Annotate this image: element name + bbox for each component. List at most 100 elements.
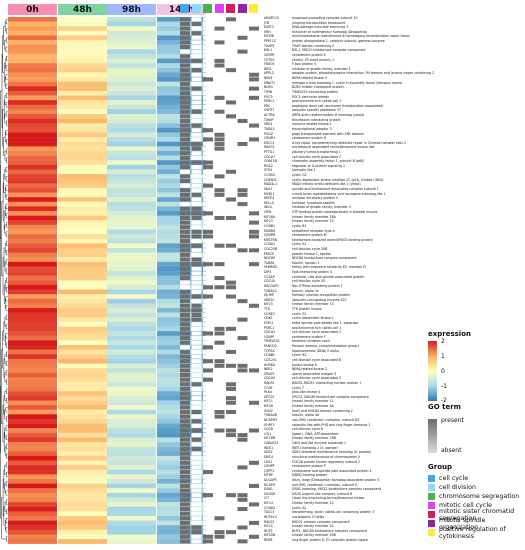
go-presence-cell bbox=[249, 169, 259, 174]
go-presence-cell bbox=[180, 349, 190, 354]
go-presence-cell bbox=[249, 155, 259, 160]
gene-row-label: KIF18B kinesin family member 18B bbox=[264, 437, 336, 441]
gene-row-label: ESPL1 extra spindle pole bodies like 1, s… bbox=[264, 320, 359, 326]
gene-description: extra spindle pole bodies like 1, separa… bbox=[292, 320, 359, 325]
go-presence-cell bbox=[214, 479, 225, 484]
go-presence-cell bbox=[249, 266, 259, 271]
gene-description: stomatin-like 1 bbox=[292, 168, 316, 173]
heatmap-cell bbox=[107, 451, 156, 457]
heatmap-cell bbox=[8, 326, 57, 332]
heatmap-cell bbox=[58, 17, 107, 22]
go-presence-cell bbox=[203, 68, 213, 73]
legend: expression 2 1 0 -1 -2 GO term present a… bbox=[428, 330, 523, 540]
gene-description: peptidase renal cell carcinoma (transloc… bbox=[292, 103, 384, 108]
go-presence-cell bbox=[249, 183, 259, 188]
go-presence-cell bbox=[237, 331, 248, 336]
go-term-legend: GO term present absent bbox=[428, 403, 523, 459]
heatmap-cell bbox=[58, 53, 107, 59]
heatmap-cell bbox=[58, 114, 107, 119]
go-presence-cell bbox=[191, 211, 202, 216]
gene-symbol: TADA3 bbox=[264, 126, 275, 131]
go-presence-cell bbox=[249, 248, 259, 253]
gene-symbol: NSL1 bbox=[264, 48, 273, 53]
go-presence-cell bbox=[180, 58, 190, 63]
heatmap-cell bbox=[107, 354, 156, 360]
go-presence-cell bbox=[249, 396, 259, 401]
go-presence-cell bbox=[214, 377, 225, 382]
gene-symbol: UBE2C bbox=[264, 297, 275, 302]
gene-symbol: SPC25 bbox=[264, 394, 275, 399]
gene-row-label: SKA1 spindle and kinetochore associated c… bbox=[264, 187, 379, 192]
gene-row-label: CHAF1B chromatin assembly factor 1, subun… bbox=[264, 160, 364, 164]
gene-symbol: DLGAP5 bbox=[264, 478, 277, 482]
go-presence-cell bbox=[214, 451, 225, 456]
go-presence-cell bbox=[203, 35, 213, 40]
column-header: 48h bbox=[58, 4, 107, 15]
gene-description: receptor accessory protein 4 bbox=[292, 196, 338, 201]
heatmap-cell bbox=[8, 308, 57, 313]
gene-description: jumping translocation breakpoint bbox=[292, 20, 345, 25]
heatmap-cell bbox=[8, 529, 57, 535]
gene-symbol: TIMELESS bbox=[264, 339, 280, 344]
go-presence-cell bbox=[226, 502, 236, 507]
go-presence-cell bbox=[191, 81, 202, 86]
heatmap-cell bbox=[107, 520, 156, 526]
go-presence-cell bbox=[226, 239, 236, 244]
go-presence-cell bbox=[237, 368, 248, 373]
go-presence-cell bbox=[191, 72, 202, 77]
heatmap-cell bbox=[8, 243, 57, 249]
go-presence-cell bbox=[180, 437, 190, 442]
gene-symbol: CDC6 bbox=[264, 427, 273, 432]
go-presence-cell bbox=[203, 91, 213, 96]
go-presence-cell bbox=[226, 118, 236, 123]
heatmap-cell bbox=[8, 340, 57, 346]
gene-symbol: ING4 bbox=[264, 205, 272, 210]
heatmap-cell bbox=[58, 271, 107, 276]
gene-symbol: APPL2 bbox=[264, 71, 274, 76]
go-presence-cell bbox=[249, 289, 259, 294]
heatmap-cell bbox=[8, 442, 57, 447]
go-presence-cell bbox=[180, 105, 190, 110]
go-presence-cell bbox=[191, 414, 202, 419]
expression-gradient-bar bbox=[428, 341, 437, 401]
go-presence-cell bbox=[214, 345, 225, 350]
go-presence-cell bbox=[249, 151, 259, 156]
go-presence-cell bbox=[226, 128, 236, 133]
go-presence-cell bbox=[237, 308, 248, 313]
gene-row-label: PBC peptidase renal cell carcinoma (trans… bbox=[264, 103, 384, 109]
go-column-header bbox=[191, 4, 201, 13]
go-presence-cell bbox=[203, 142, 213, 147]
go-presence-cell bbox=[191, 202, 202, 207]
go-presence-cell bbox=[226, 165, 236, 170]
heatmap-cell bbox=[8, 164, 57, 170]
gene-description: discs, large (Drosophila) homolog-associ… bbox=[292, 478, 380, 482]
heatmap-cell bbox=[8, 483, 57, 489]
go-presence-cell bbox=[203, 363, 213, 368]
heatmap-cell bbox=[58, 534, 107, 540]
go-presence-cell bbox=[191, 474, 202, 479]
heatmap-cell bbox=[8, 502, 57, 507]
go-presence-cell bbox=[214, 442, 225, 447]
go-presence-cell bbox=[237, 45, 248, 50]
go-presence-cell bbox=[191, 68, 202, 73]
heatmap-cell bbox=[8, 67, 57, 73]
go-presence-cell bbox=[249, 165, 259, 170]
go-presence-cell bbox=[203, 479, 213, 484]
go-presence-cell bbox=[237, 179, 248, 184]
go-presence-cell bbox=[191, 49, 202, 54]
go-presence-cell bbox=[249, 470, 259, 475]
go-presence-cell bbox=[191, 396, 202, 401]
heatmap-cell bbox=[107, 442, 156, 447]
gene-description: ring finger protein 8, E3 ubiquitin prot… bbox=[292, 538, 368, 543]
heatmap-cell bbox=[8, 377, 57, 383]
go-presence-cell bbox=[226, 539, 236, 544]
go-presence-cell bbox=[203, 276, 213, 281]
heatmap-cell bbox=[107, 525, 156, 531]
go-presence-cell bbox=[180, 423, 190, 428]
heatmap-cell bbox=[58, 44, 107, 50]
go-presence-cell bbox=[237, 40, 248, 45]
go-presence-cell bbox=[249, 220, 259, 225]
heatmap-cell bbox=[107, 474, 156, 480]
gene-row-label: MASTL microtubule associated serine/threo… bbox=[264, 146, 374, 150]
go-presence-cell bbox=[249, 349, 259, 354]
